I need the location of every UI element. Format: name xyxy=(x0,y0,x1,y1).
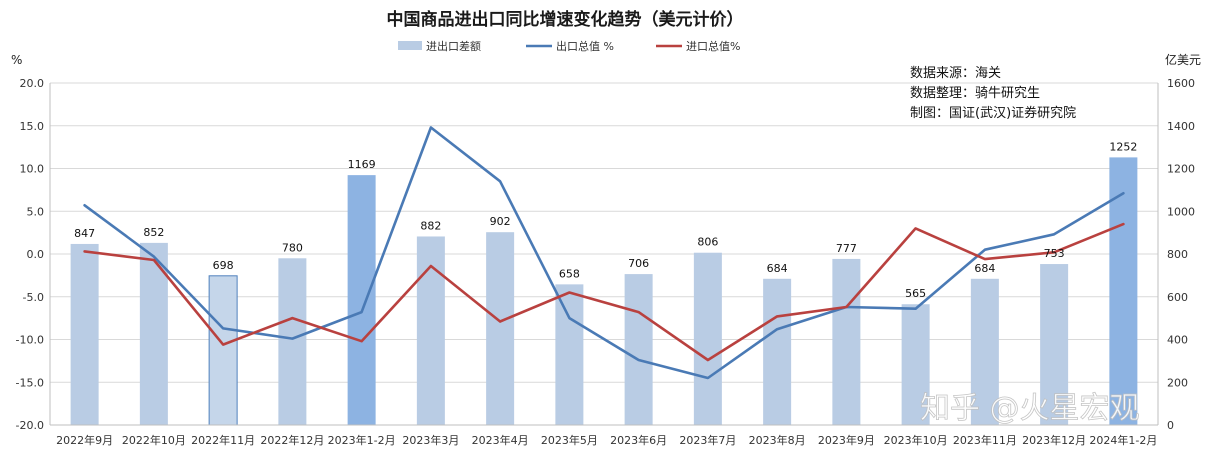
bar xyxy=(832,258,861,425)
left-tick-label: -15.0 xyxy=(16,376,44,389)
bar-value-label: 658 xyxy=(559,267,580,280)
bar xyxy=(555,284,584,425)
bar xyxy=(70,243,99,425)
x-tick-label: 2023年6月 xyxy=(610,433,667,447)
bar xyxy=(901,304,930,425)
x-tick-label: 2022年10月 xyxy=(122,433,186,447)
source-note: 数据来源：海关 数据整理：骑牛研究生 制图：国证(武汉)证券研究院 xyxy=(910,66,1076,121)
left-tick-label: -10.0 xyxy=(16,334,44,347)
bar xyxy=(1040,264,1069,425)
bar xyxy=(624,274,653,425)
left-tick-label: -5.0 xyxy=(23,291,44,304)
bars xyxy=(70,157,1138,426)
lines xyxy=(83,126,1125,380)
left-tick-label: -20.0 xyxy=(16,419,44,432)
bar-value-label: 1169 xyxy=(348,158,376,171)
legend-label-import: 进口总值% xyxy=(686,39,740,53)
bar-value-label: 753 xyxy=(1044,247,1065,260)
bar-value-label: 777 xyxy=(836,242,857,255)
data-labels: 847 852 698 780 1169 882 902 658 706 806 684 777 565… xyxy=(74,140,1137,300)
bar-value-label: 847 xyxy=(74,227,95,240)
right-tick-label: 200 xyxy=(1167,376,1188,389)
import-growth-line xyxy=(83,222,1125,362)
bar xyxy=(347,175,376,425)
bar-value-label: 806 xyxy=(697,236,718,249)
left-tick-label: 15.0 xyxy=(20,120,45,133)
x-tick-label: 2023年1-2月 xyxy=(328,433,396,447)
legend: 进出口差额 出口总值 % 进口总值% xyxy=(398,39,740,53)
legend-label-export: 出口总值 % xyxy=(556,39,614,53)
bar-value-label: 1252 xyxy=(1109,140,1137,153)
export-growth-line xyxy=(83,126,1125,380)
x-tick-label: 2022年11月 xyxy=(191,433,255,447)
right-tick-label: 1400 xyxy=(1167,120,1195,133)
bar-value-label: 882 xyxy=(420,219,441,232)
right-tick-label: 1000 xyxy=(1167,205,1195,218)
left-tick-label: 20.0 xyxy=(20,77,45,90)
x-tick-label: 2023年7月 xyxy=(679,433,736,447)
source-line-2: 数据整理：骑牛研究生 xyxy=(910,86,1040,101)
bar xyxy=(763,278,792,425)
x-tick-label: 2023年8月 xyxy=(749,433,806,447)
legend-swatch-balance xyxy=(398,41,422,50)
x-tick-label: 2024年1-2月 xyxy=(1089,433,1157,447)
right-tick-label: 0 xyxy=(1167,419,1174,432)
bar-value-label: 780 xyxy=(282,241,303,254)
bar xyxy=(970,278,999,425)
axes: 20.0 15.0 10.0 5.0 0.0 -5.0 -10.0 -15.0 -20.0 160… xyxy=(16,77,1195,447)
source-line-1: 数据来源：海关 xyxy=(910,66,1001,81)
bar-value-label: 684 xyxy=(767,262,788,275)
bar xyxy=(486,232,515,425)
left-axis-unit: % xyxy=(11,53,22,67)
left-tick-label: 5.0 xyxy=(27,205,45,218)
right-tick-label: 600 xyxy=(1167,291,1188,304)
bar xyxy=(208,275,238,426)
x-tick-label: 2022年12月 xyxy=(260,433,324,447)
x-tick-label: 2023年5月 xyxy=(541,433,598,447)
legend-label-balance: 进出口差额 xyxy=(426,39,481,53)
bar-value-label: 706 xyxy=(628,257,649,270)
x-tick-label: 2023年9月 xyxy=(818,433,875,447)
left-tick-label: 10.0 xyxy=(20,163,45,176)
bar xyxy=(693,252,722,425)
right-tick-label: 1600 xyxy=(1167,77,1195,90)
right-tick-label: 800 xyxy=(1167,248,1188,261)
bar xyxy=(278,258,307,425)
x-tick-label: 2023年10月 xyxy=(884,433,948,447)
watermark-text: 知乎 @火星宏观 xyxy=(920,391,1140,426)
chart-title: 中国商品进出口同比增速变化趋势（美元计价） xyxy=(387,9,744,30)
x-tick-label: 2023年12月 xyxy=(1022,433,1086,447)
x-tick-label: 2023年3月 xyxy=(402,433,459,447)
right-axis-unit: 亿美元 xyxy=(1165,52,1201,67)
x-tick-label: 2023年11月 xyxy=(953,433,1017,447)
bar-value-label: 852 xyxy=(143,226,164,239)
bar-value-label: 684 xyxy=(974,262,995,275)
left-tick-label: 0.0 xyxy=(27,248,45,261)
right-tick-label: 400 xyxy=(1167,334,1188,347)
bar xyxy=(1109,157,1138,425)
x-tick-label: 2023年4月 xyxy=(472,433,529,447)
x-tick-label: 2022年9月 xyxy=(56,433,113,447)
right-tick-label: 1200 xyxy=(1167,163,1195,176)
bar-value-label: 698 xyxy=(213,259,234,272)
bar-value-label: 565 xyxy=(905,287,926,300)
source-line-3: 制图：国证(武汉)证券研究院 xyxy=(910,105,1076,121)
bar-value-label: 902 xyxy=(490,215,511,228)
